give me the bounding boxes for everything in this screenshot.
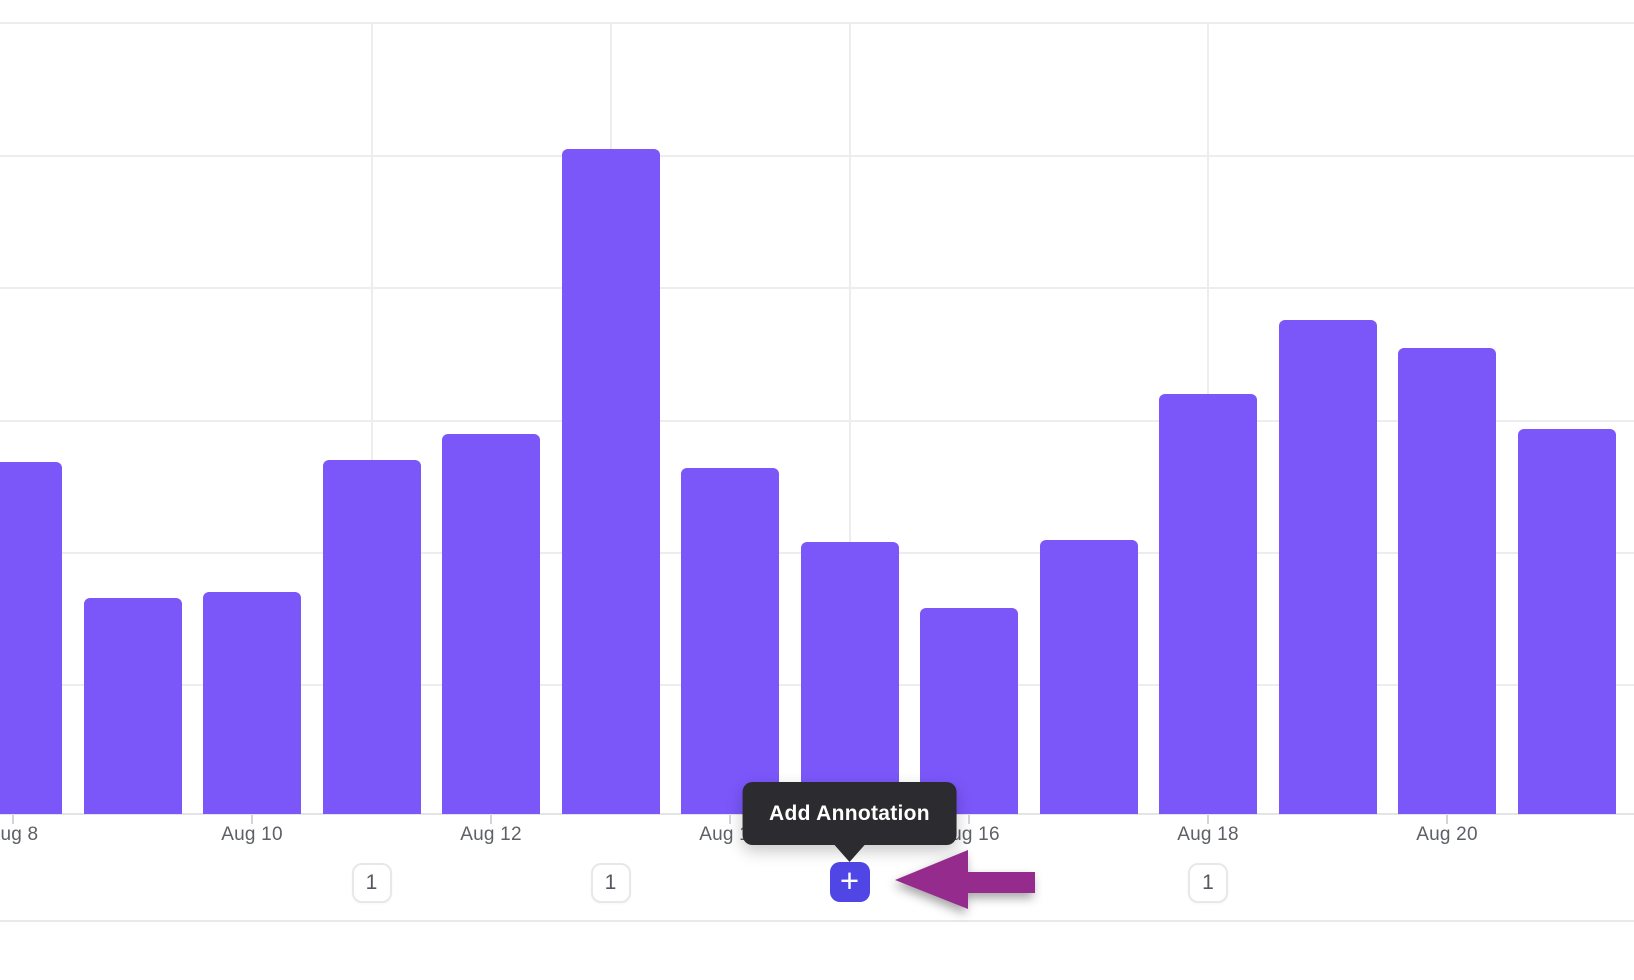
x-axis-tick [1207, 815, 1209, 824]
annotation-count-badge[interactable]: 1 [590, 863, 631, 903]
chart-bar[interactable] [83, 598, 182, 814]
chart-bar[interactable] [1517, 429, 1616, 814]
annotation-count-badge[interactable]: 1 [1188, 863, 1228, 903]
horizontal-gridline [0, 287, 1634, 289]
x-axis-label: Aug 18 [1177, 824, 1239, 845]
x-axis-label: Aug 8 [0, 824, 39, 845]
x-axis-tick [12, 815, 14, 824]
tooltip-label: Add Annotation [769, 801, 930, 825]
add-annotation-tooltip: Add Annotation [742, 782, 957, 862]
x-axis-label: Aug 12 [460, 824, 522, 845]
vertical-gridline [370, 22, 373, 814]
chart-bar[interactable] [1278, 320, 1377, 814]
x-axis-label: Aug 20 [1416, 824, 1478, 845]
chart-bar[interactable] [1039, 540, 1138, 814]
x-axis-tick [729, 815, 731, 824]
chart-bar[interactable] [920, 608, 1018, 814]
chart-bar[interactable] [561, 149, 660, 814]
tooltip-pointer [834, 845, 865, 862]
x-axis-label: Aug 10 [221, 824, 283, 845]
horizontal-gridline [0, 155, 1634, 157]
plus-icon: + [839, 861, 860, 899]
chart-bar[interactable] [322, 460, 421, 814]
add-annotation-button[interactable]: + [829, 861, 870, 902]
chart-bar[interactable] [800, 542, 899, 814]
horizontal-gridline [0, 420, 1634, 422]
chart-bar[interactable] [681, 468, 779, 814]
x-axis-tick [1446, 815, 1448, 824]
chart-bar[interactable] [203, 592, 301, 814]
chart-bar[interactable] [442, 434, 540, 814]
bottom-divider [0, 920, 1634, 922]
annotation-count-badge[interactable]: 1 [351, 863, 392, 903]
chart-bar[interactable] [1159, 394, 1257, 814]
chart-bar[interactable] [1398, 348, 1496, 814]
x-axis-tick [968, 815, 970, 824]
horizontal-gridline [0, 22, 1634, 24]
vertical-gridline [848, 22, 851, 814]
x-axis-tick [490, 815, 492, 824]
x-axis-tick [251, 815, 253, 824]
chart-bar[interactable] [0, 462, 62, 814]
